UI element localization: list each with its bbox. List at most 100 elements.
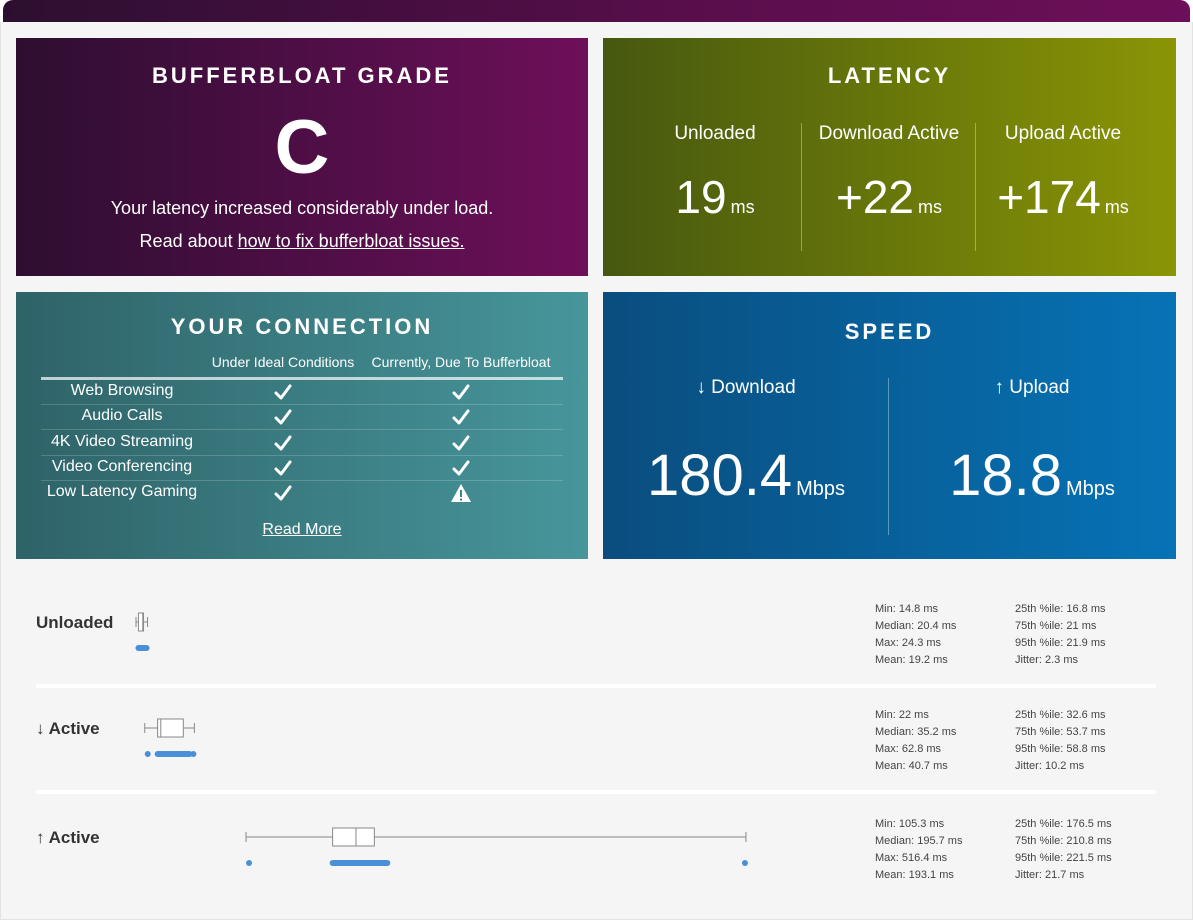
stat-unit: ms bbox=[1069, 869, 1084, 881]
check-icon bbox=[274, 460, 292, 476]
stat: Median: 35.2 ms bbox=[875, 726, 957, 738]
speed-value: 18.8 Mbps bbox=[949, 442, 1115, 509]
check-icon bbox=[274, 435, 292, 451]
grade-card: BUFFERBLOAT GRADE C Your latency increas… bbox=[16, 38, 588, 276]
value: +22 bbox=[835, 171, 915, 223]
row-label: Audio Calls bbox=[81, 407, 163, 425]
stat-label: Min: bbox=[875, 603, 896, 615]
box bbox=[332, 827, 375, 847]
unit: Mbps bbox=[796, 478, 846, 500]
sample-dot bbox=[741, 860, 748, 866]
sample-dot bbox=[143, 645, 150, 651]
stat-value: 53.7 bbox=[1066, 726, 1087, 738]
card-title: SPEED bbox=[844, 319, 935, 344]
stat-label: 75th %ile: bbox=[1015, 620, 1063, 632]
box bbox=[157, 718, 184, 738]
stat-unit: ms bbox=[1091, 637, 1106, 649]
value: 19 bbox=[675, 171, 727, 223]
row-label: 4K Video Streaming bbox=[50, 432, 194, 450]
stat-label: Max: bbox=[875, 852, 899, 864]
stat-value: 2.3 bbox=[1045, 654, 1060, 666]
stat: Jitter: 21.7 ms bbox=[1015, 869, 1085, 881]
stat-unit: ms bbox=[948, 835, 963, 847]
stat-value: 195.7 bbox=[917, 835, 945, 847]
stat-label: 25th %ile: bbox=[1015, 818, 1063, 830]
stat-value: 19.2 bbox=[909, 654, 930, 666]
stat-value: 176.5 bbox=[1066, 818, 1094, 830]
stat-unit: ms bbox=[1091, 726, 1106, 738]
stat-label: 25th %ile: bbox=[1015, 603, 1063, 615]
stat-label: Jitter: bbox=[1015, 760, 1042, 772]
check-icon bbox=[452, 409, 470, 425]
check-icon bbox=[274, 409, 292, 425]
stat: Min: 105.3 ms bbox=[875, 818, 945, 830]
column-header: Under Ideal Conditions bbox=[211, 354, 355, 370]
stat-label: Mean: bbox=[875, 760, 906, 772]
latency-value: 19 ms bbox=[675, 170, 754, 224]
row-rule bbox=[41, 479, 563, 481]
card-title: LATENCY bbox=[827, 63, 952, 88]
stat-unit: ms bbox=[933, 852, 948, 864]
latency-card: LATENCY Unloaded 19 ms Download Active +22 ms… bbox=[603, 38, 1176, 276]
check-icon bbox=[452, 384, 470, 400]
stat-unit: ms bbox=[1091, 743, 1106, 755]
row-separator bbox=[36, 684, 1156, 688]
stat-label: Min: bbox=[875, 709, 896, 721]
stat: Min: 14.8 ms bbox=[875, 603, 938, 615]
stat: 75th %ile: 53.7 ms bbox=[1015, 726, 1106, 738]
row-label: ↑ Active bbox=[36, 828, 100, 847]
row-label: Video Conferencing bbox=[51, 457, 193, 475]
stat-unit: ms bbox=[1082, 620, 1097, 632]
latency-value: +174 ms bbox=[997, 170, 1129, 224]
stat-value: 193.1 bbox=[909, 869, 937, 881]
stat-label: Median: bbox=[875, 726, 914, 738]
stat-value: 24.3 bbox=[902, 637, 923, 649]
stat: 95th %ile: 58.8 ms bbox=[1015, 743, 1106, 755]
stat-value: 16.8 bbox=[1066, 603, 1087, 615]
read-more-link[interactable]: Read More bbox=[262, 521, 342, 538]
stat-value: 10.2 bbox=[1045, 760, 1066, 772]
latency-label: Unloaded bbox=[674, 123, 756, 144]
stat-label: 75th %ile: bbox=[1015, 835, 1063, 847]
stat-value: 14.8 bbox=[899, 603, 920, 615]
unit: Mbps bbox=[1065, 478, 1115, 500]
unit: ms bbox=[918, 197, 943, 217]
check-icon bbox=[274, 485, 292, 501]
stat-label: Mean: bbox=[875, 869, 906, 881]
speed-card: SPEED ↓ Download 180.4 Mbps ↑ Upload 18.8 Mbp… bbox=[603, 292, 1176, 559]
stat-label: 75th %ile: bbox=[1015, 726, 1063, 738]
stat: 25th %ile: 176.5 ms bbox=[1015, 818, 1112, 830]
speed-value: 180.4 Mbps bbox=[647, 442, 845, 509]
stat: Max: 24.3 ms bbox=[875, 637, 942, 649]
stat-label: Max: bbox=[875, 743, 899, 755]
fix-link[interactable]: how to fix bufferbloat issues. bbox=[237, 231, 465, 251]
stat-unit: ms bbox=[1091, 603, 1106, 615]
stat-unit: ms bbox=[926, 743, 941, 755]
sample-dot bbox=[246, 860, 253, 866]
value: 180.4 bbox=[646, 443, 793, 508]
stat-label: Jitter: bbox=[1015, 869, 1042, 881]
stat-label: 95th %ile: bbox=[1015, 852, 1063, 864]
card-title: YOUR CONNECTION bbox=[170, 314, 434, 339]
stat-label: Median: bbox=[875, 835, 914, 847]
stat-unit: ms bbox=[942, 726, 957, 738]
row-label: ↓ Active bbox=[36, 719, 100, 738]
stat-value: 21.7 bbox=[1045, 869, 1066, 881]
stat-unit: ms bbox=[929, 818, 944, 830]
stat: Mean: 193.1 ms bbox=[875, 869, 954, 881]
row-label: Low Latency Gaming bbox=[46, 483, 198, 501]
latency-value: +22 ms bbox=[836, 170, 942, 224]
row-label: Web Browsing bbox=[70, 382, 174, 399]
stat-value: 20.4 bbox=[917, 620, 938, 632]
row-rule bbox=[41, 429, 563, 431]
stat-unit: ms bbox=[942, 620, 957, 632]
speed-label: ↓ Download bbox=[696, 377, 796, 398]
sample-dot bbox=[135, 645, 142, 651]
check-icon bbox=[274, 384, 292, 400]
unit: ms bbox=[1104, 197, 1129, 217]
stat: Mean: 19.2 ms bbox=[875, 654, 948, 666]
stat-value: 35.2 bbox=[917, 726, 938, 738]
stat: Mean: 40.7 ms bbox=[875, 760, 948, 772]
